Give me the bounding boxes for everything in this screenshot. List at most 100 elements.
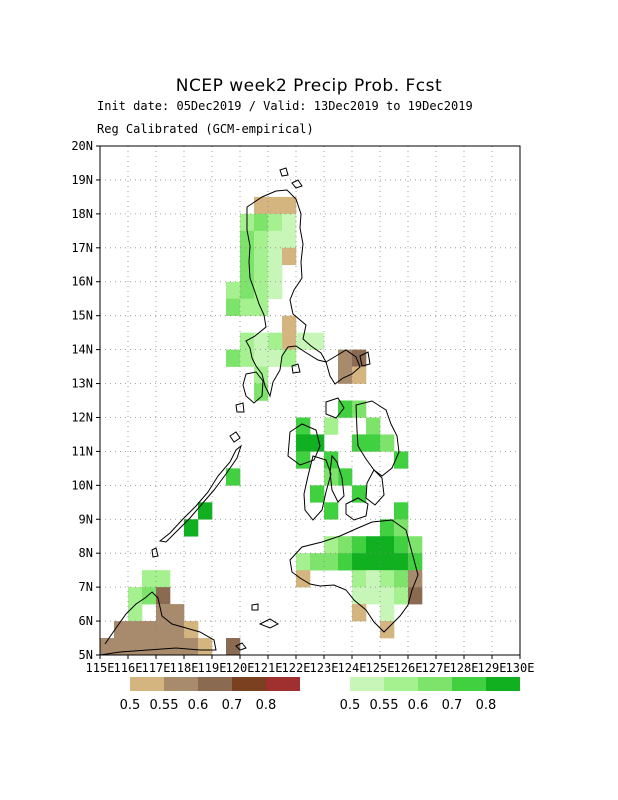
probability-cell-dry — [282, 196, 297, 215]
coast-small-5 — [235, 402, 245, 413]
probability-cell-dry — [338, 349, 353, 367]
y-tick-label: 8N — [79, 546, 93, 560]
probability-cell-wet — [310, 332, 325, 350]
probability-cell-dry — [142, 621, 157, 639]
x-tick-label: 117E — [142, 661, 171, 675]
probability-cell-wet — [324, 553, 339, 571]
x-tick-label: 125E — [366, 661, 395, 675]
coast-panay — [287, 423, 321, 466]
probability-cell-wet — [226, 349, 241, 367]
probability-cell-wet — [338, 468, 353, 486]
probability-cell-wet — [268, 332, 283, 350]
legend-label: 0.5 — [340, 698, 361, 713]
probability-cell-wet — [394, 536, 409, 554]
coast-cebu — [329, 454, 345, 503]
y-tick-label: 5N — [79, 648, 93, 662]
probability-cell-dry — [156, 638, 171, 655]
y-tick-label: 6N — [79, 614, 93, 628]
coast-bicol — [325, 349, 361, 385]
probability-cell-wet — [254, 332, 269, 350]
y-tick-label: 20N — [71, 139, 93, 153]
probability-cell-wet — [394, 502, 409, 520]
probability-cell-wet — [324, 417, 339, 435]
y-tick-label: 16N — [71, 275, 93, 289]
map-subtitle-dates: Init date: 05Dec2019 / Valid: 13Dec2019 … — [97, 99, 473, 113]
probability-cell-wet — [366, 434, 381, 452]
probability-cell-wet — [254, 349, 269, 367]
probability-cell-wet — [352, 587, 367, 605]
legend-swatch — [266, 677, 300, 691]
probability-cell-wet — [366, 536, 381, 554]
probability-cell-wet — [394, 570, 409, 588]
probability-cell-wet — [254, 383, 269, 401]
probability-cell-wet — [254, 281, 269, 299]
legend-wet: 0.5 0.55 0.6 0.7 0.8 — [340, 677, 520, 713]
probability-cell-dry — [128, 621, 143, 639]
x-tick-label: 127E — [422, 661, 451, 675]
legend-label: 0.7 — [442, 698, 463, 713]
probability-cell-wet — [352, 434, 367, 452]
probability-cell-wet — [380, 570, 395, 588]
probability-cell-dry — [352, 349, 367, 367]
probability-cell-wet — [380, 587, 395, 605]
x-tick-label: 116E — [114, 661, 143, 675]
coast-borneo — [100, 591, 217, 655]
probability-cell-wet — [240, 332, 255, 350]
coast-leyte — [365, 469, 385, 506]
legend-label: 0.8 — [256, 698, 277, 713]
y-tick-label: 12N — [71, 410, 93, 424]
legend-swatch — [384, 677, 418, 691]
probability-cell-wet — [240, 230, 255, 249]
probability-cell-dry — [170, 604, 185, 622]
probability-cell-dry — [268, 196, 283, 215]
x-tick-label: 115E — [86, 661, 115, 675]
probability-cell-dry — [170, 621, 185, 639]
y-tick-label: 9N — [79, 512, 93, 526]
probability-cell-dry — [282, 315, 297, 333]
probability-cell-dry — [156, 604, 171, 622]
probability-cell-wet — [128, 604, 143, 622]
probability-cell-wet — [240, 247, 255, 266]
x-tick-label: 123E — [310, 661, 339, 675]
coast-small-1 — [235, 642, 247, 651]
y-tick-label: 7N — [79, 580, 93, 594]
y-tick-label: 10N — [71, 478, 93, 492]
probability-cell-dry — [254, 196, 269, 215]
probability-cell-dry — [296, 570, 311, 588]
legend-label: 0.6 — [408, 698, 429, 713]
probability-cell-dry — [282, 332, 297, 350]
probability-cell-wet — [268, 247, 283, 266]
x-tick-label: 120E — [226, 661, 255, 675]
probability-cell-wet — [268, 213, 283, 232]
probability-cell-wet — [156, 570, 171, 588]
probability-cell-dry — [352, 366, 367, 384]
gridlines — [100, 146, 520, 655]
probability-cell-wet — [366, 570, 381, 588]
probability-cell-wet — [198, 502, 213, 520]
probability-cell-wet — [268, 281, 283, 299]
probability-cell-dry — [128, 638, 143, 655]
probability-cell-wet — [352, 536, 367, 554]
probability-cell-wet — [268, 264, 283, 283]
probability-cell-wet — [282, 230, 297, 249]
x-tick-label: 119E — [198, 661, 227, 675]
legend-swatch — [232, 677, 266, 691]
probability-cell-wet — [240, 264, 255, 283]
probability-cell-wet — [394, 451, 409, 469]
y-tick-label: 19N — [71, 173, 93, 187]
probability-cell-wet — [282, 349, 297, 367]
legend-label: 0.7 — [222, 698, 243, 713]
map-title: NCEP week2 Precip Prob. Fcst — [175, 76, 443, 96]
coast-mindanao — [289, 519, 419, 633]
probability-cell-wet — [240, 281, 255, 299]
probability-cell-wet — [268, 230, 283, 249]
y-tick-label: 11N — [71, 444, 93, 458]
probability-cell-wet — [352, 553, 367, 571]
x-tick-label: 121E — [254, 661, 283, 675]
legend-dry: 0.5 0.55 0.6 0.7 0.8 — [120, 677, 300, 713]
probability-cell-dry — [352, 604, 367, 622]
coast-palawan — [158, 444, 243, 543]
coast-small-2 — [229, 431, 241, 443]
legend-swatch — [164, 677, 198, 691]
